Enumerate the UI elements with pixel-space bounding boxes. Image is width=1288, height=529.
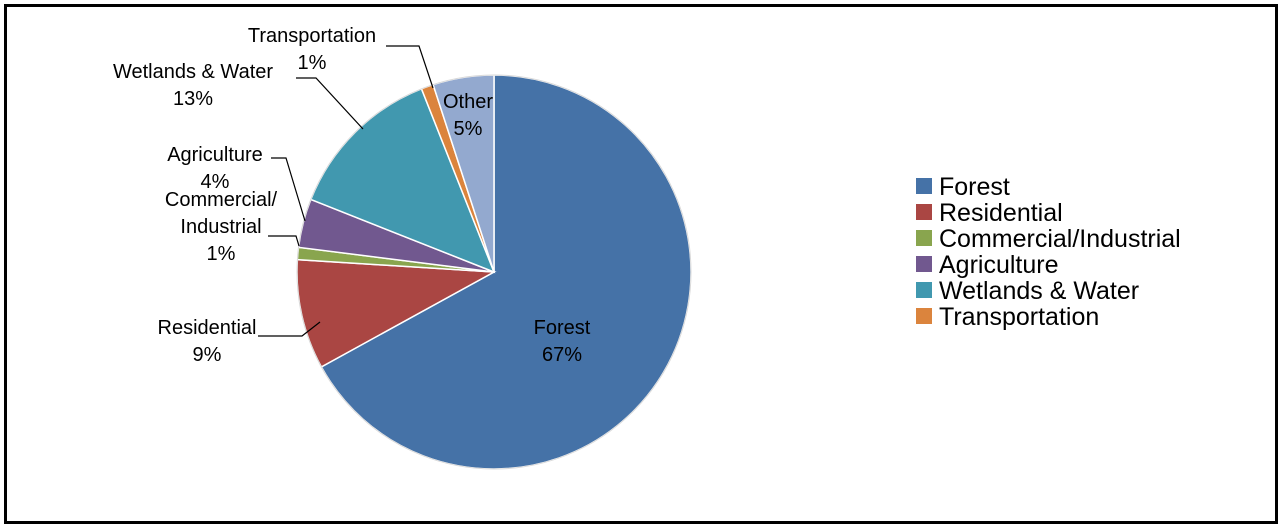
slice-labels: Forest 67% Residential 9% Commercial/Industr…	[113, 25, 591, 366]
leader-line-commercial-industrial	[268, 235, 300, 247]
legend-label-forest: Forest	[939, 173, 1010, 201]
legend-swatch-commercial-industrial	[916, 230, 932, 246]
data-label-forest: Forest 67%	[534, 317, 591, 366]
pie-slices	[296, 74, 692, 470]
data-label-commercial-industrial: Commercial/Industrial 1%	[165, 189, 278, 265]
data-label-agriculture: Agriculture 4%	[167, 144, 263, 193]
legend-swatch-wetlands-water	[916, 282, 932, 298]
legend: ForestResidentialCommercial/IndustrialAg…	[916, 173, 1181, 331]
legend-swatch-forest	[916, 178, 932, 194]
data-label-other: Other 5%	[443, 91, 493, 140]
pie-outline	[296, 74, 692, 470]
legend-label-commercial-industrial: Commercial/Industrial	[939, 225, 1181, 253]
legend-label-transportation: Transportation	[939, 303, 1099, 331]
legend-swatch-agriculture	[916, 256, 932, 272]
legend-label-wetlands-water: Wetlands & Water	[939, 277, 1139, 305]
data-label-transportation: Transportation 1%	[248, 25, 376, 74]
legend-label-agriculture: Agriculture	[939, 251, 1059, 279]
leader-lines	[258, 45, 434, 337]
leader-line-wetlands-water	[296, 77, 364, 130]
leader-line-agriculture	[271, 157, 306, 222]
legend-swatch-residential	[916, 204, 932, 220]
leader-line-residential	[258, 321, 321, 337]
legend-swatch-transportation	[916, 308, 932, 324]
legend-label-residential: Residential	[939, 199, 1063, 227]
data-label-wetlands-water: Wetlands & Water 13%	[113, 61, 273, 110]
leader-line-transportation	[386, 45, 434, 89]
data-label-residential: Residential 9%	[158, 317, 257, 366]
